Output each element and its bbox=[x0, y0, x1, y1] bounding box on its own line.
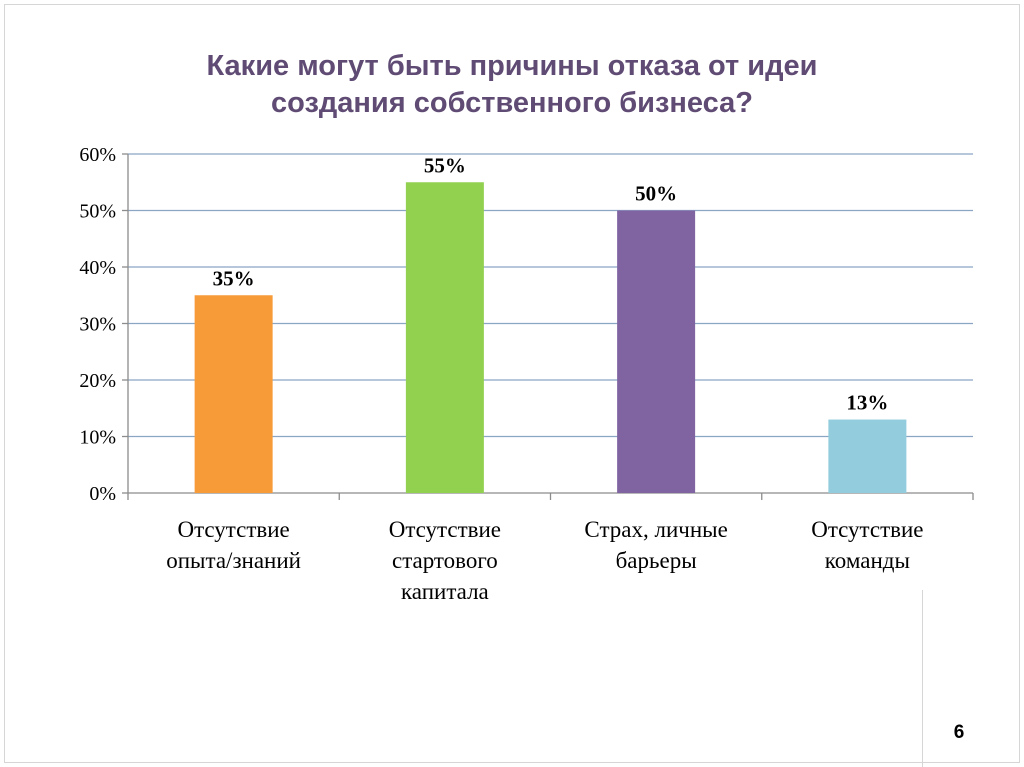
category-label-3-line-1: Страх, личные bbox=[584, 517, 727, 542]
category-label-2-line-2: стартового bbox=[392, 548, 498, 573]
y-tick-label-20: 20% bbox=[79, 370, 116, 392]
category-label-2-line-1: Отсутствие bbox=[389, 517, 501, 542]
data-label-1: 35% bbox=[213, 266, 255, 290]
bar-1 bbox=[194, 295, 273, 493]
category-label-4-line-1: Отсутствие bbox=[811, 517, 923, 542]
chart-title: Какие могут быть причины отказа от идеи … bbox=[112, 48, 912, 122]
y-tick-label-40: 40% bbox=[79, 257, 116, 279]
category-label-1-line-1: Отсутствие bbox=[177, 517, 289, 542]
data-label-2: 55% bbox=[424, 153, 466, 177]
category-label-3-line-2: барьеры bbox=[616, 548, 697, 573]
chart-title-line-1: Какие могут быть причины отказа от идеи bbox=[206, 50, 818, 82]
y-tick-label-60: 60% bbox=[79, 144, 116, 166]
bar-4 bbox=[828, 419, 907, 493]
y-tick-label-30: 30% bbox=[79, 314, 116, 336]
page-number: 6 bbox=[953, 722, 965, 743]
category-label-2-line-3: капитала bbox=[401, 579, 489, 604]
category-label-1-line-2: опыта/знаний bbox=[166, 548, 301, 573]
chart-title-line-2: создания собственного бизнеса? bbox=[271, 87, 753, 119]
y-tick-label-10: 10% bbox=[79, 427, 116, 449]
slide-decor-line bbox=[922, 590, 923, 767]
y-tick-label-50: 50% bbox=[79, 201, 116, 223]
category-label-4-line-2: команды bbox=[825, 548, 910, 573]
y-tick-label-0: 0% bbox=[89, 483, 116, 505]
data-label-3: 50% bbox=[635, 182, 677, 206]
data-label-4: 13% bbox=[846, 391, 888, 415]
bar-2 bbox=[405, 182, 484, 493]
slide-frame bbox=[4, 4, 1020, 763]
bar-3 bbox=[617, 210, 696, 493]
